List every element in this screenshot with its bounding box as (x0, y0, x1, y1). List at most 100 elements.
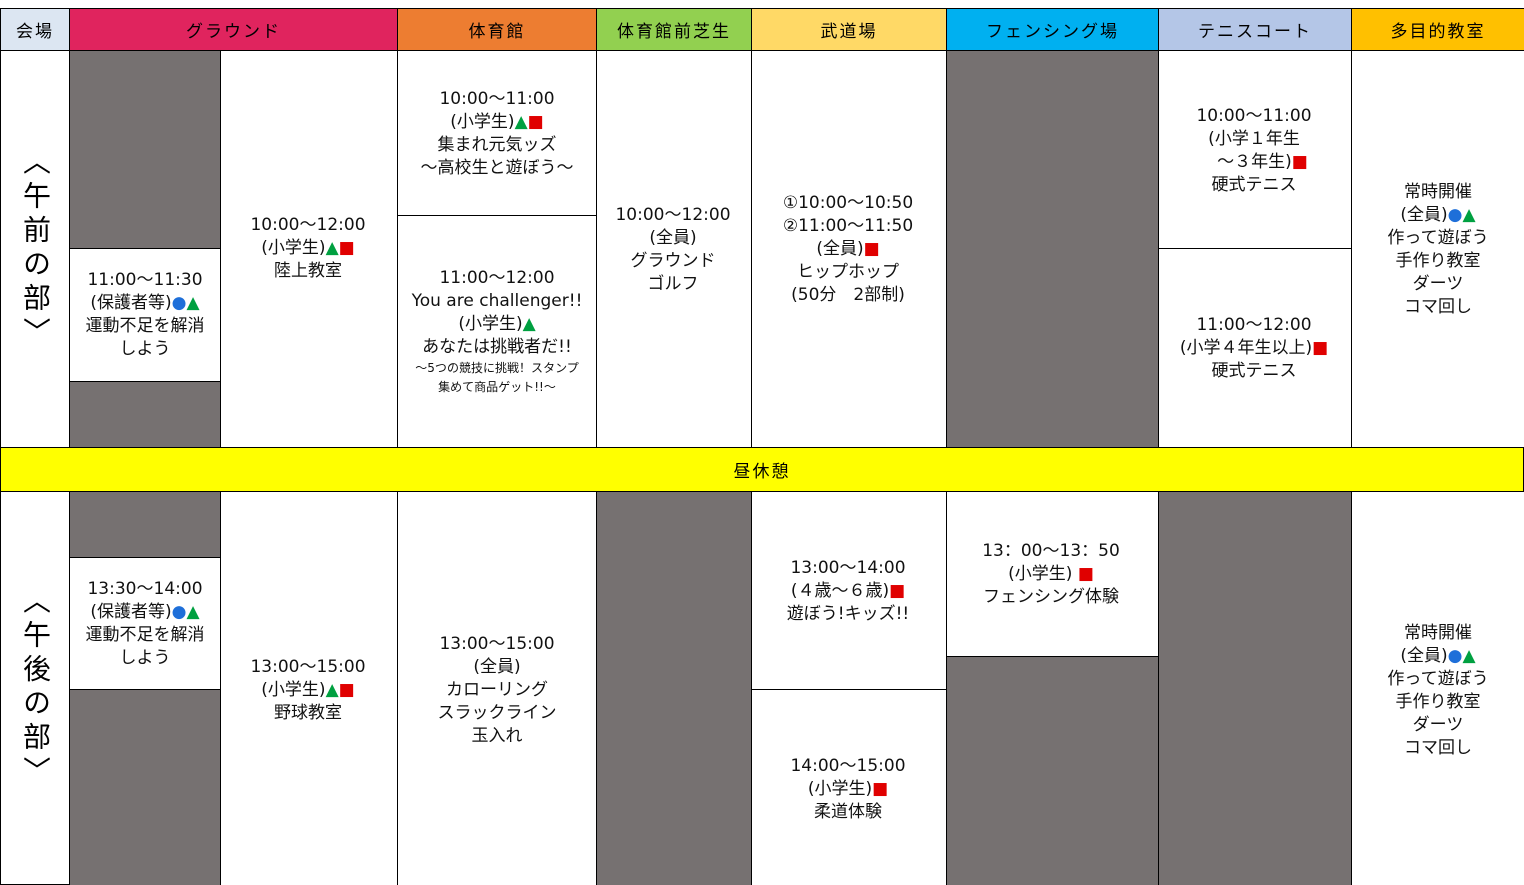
header-cell: テニスコート (1158, 8, 1352, 51)
event-line: しよう (119, 648, 171, 668)
blank-cell (596, 491, 752, 885)
event-line: カローリング (446, 680, 548, 700)
event-text: 11:00～12:00 You are challenger!! (小学生)▲ あなた… (397, 267, 597, 397)
blank-cell (69, 50, 221, 249)
event-line: (小学生)▲ (458, 314, 536, 334)
blank-cell (69, 689, 221, 885)
event-text: 10:00～12:00 (全員) グラウンドゴルフ (573, 204, 773, 296)
event-line: 13:00～15:00 (250, 657, 366, 677)
event-line: コマ回し (1404, 297, 1472, 317)
blank-cell (946, 656, 1159, 885)
event-line: あなたは挑戦者だ!! (422, 337, 572, 357)
event-line: 10:00～12:00 (250, 215, 366, 235)
event-line: You are challenger!! (411, 291, 583, 311)
event-line: ゴルフ (647, 274, 699, 294)
event-line: (全員)●▲ (1400, 646, 1476, 666)
lunch-row: 昼休憩 (0, 447, 1524, 492)
event-text: 13:30～14:00 (保護者等)●▲ 運動不足を解消 しよう (45, 578, 245, 670)
event-line: (保護者等)●▲ (90, 602, 200, 622)
event-text: 13：00～13：50 (小学生) ■ フェンシング体験 (951, 540, 1151, 609)
event-note: 集めて商品ゲット!!～ (438, 380, 556, 394)
event-line: 13:00～15:00 (439, 634, 555, 654)
event-line: (小学生) ■ (1008, 564, 1094, 584)
blank-cell (1158, 491, 1352, 885)
event-line: 手作り教室 (1395, 692, 1481, 712)
event-text: 10:00～11:00 (小学生)▲■ 集まれ元気ッズ ～高校生と遊ぼう～ (397, 88, 597, 180)
event-line: (小学４年生以上)■ (1179, 338, 1329, 358)
event-line: 11:00～12:00 (439, 268, 555, 288)
event-line: ①10:00～10:50 (782, 193, 914, 213)
event-line: (４歳～６歳)■ (790, 581, 906, 601)
event-line: 10:00～12:00 (615, 205, 731, 225)
event-line: (小学生)▲■ (261, 238, 355, 258)
event-line: フェンシング体験 (983, 587, 1119, 607)
event-line: (小学生)■ (807, 779, 889, 799)
event-line: コマ回し (1404, 738, 1472, 758)
blank-cell (69, 491, 221, 558)
event-text: 13:00～15:00 (全員) カローリング スラックライン 玉入れ (397, 633, 597, 748)
event-line: (全員) (649, 228, 697, 248)
event-cell (1351, 491, 1524, 885)
event-line: スラックライン (437, 703, 557, 723)
event-line: ②11:00～11:50 (782, 216, 914, 236)
event-text: 13:00～14:00 (４歳～６歳)■ 遊ぼう!キッズ!! (748, 557, 948, 626)
header-cell: フェンシング場 (946, 8, 1159, 51)
event-line: (小学生)▲■ (261, 680, 355, 700)
event-line: ダーツ (1412, 274, 1464, 294)
event-line: (全員)●▲ (1400, 205, 1476, 225)
event-line: ダーツ (1412, 715, 1464, 735)
event-line: 13:00～14:00 (790, 558, 906, 578)
event-line: 玉入れ (471, 726, 523, 746)
blank-cell (946, 50, 1159, 448)
event-line: 柔道体験 (814, 802, 882, 822)
event-text: 10:00～11:00 (小学１年生 ～３年生)■ 硬式テニス (1154, 105, 1354, 197)
header-cell: 体育館前芝生 (596, 8, 752, 51)
event-line: 11:00～11:30 (87, 270, 203, 290)
event-line: 運動不足を解消 (85, 316, 205, 336)
event-line: 硬式テニス (1211, 361, 1297, 381)
event-line: しよう (119, 339, 171, 359)
event-line: 13：00～13：50 (982, 541, 1120, 561)
event-line: 常時開催 (1404, 623, 1472, 643)
event-line: 運動不足を解消 (85, 625, 205, 645)
event-text: 13:00～15:00 (小学生)▲■ 野球教室 (208, 656, 408, 725)
event-line: 野球教室 (274, 703, 342, 723)
event-cell (1351, 50, 1524, 448)
event-line: 10:00～11:00 (1196, 106, 1312, 126)
event-line: 集まれ元気ッズ (437, 135, 557, 155)
event-line: 硬式テニス (1211, 175, 1297, 195)
event-text: 11:00～11:30 (保護者等)●▲ 運動不足を解消 しよう (45, 269, 245, 361)
event-text: 常時開催 (全員)●▲ 作って遊ぼう 手作り教室ダーツコマ回し (1338, 181, 1524, 319)
event-text: 常時開催 (全員)●▲ 作って遊ぼう 手作り教室 ダーツ コマ回し (1338, 622, 1524, 760)
header-cell: 体育館 (397, 8, 597, 51)
event-line: (保護者等)●▲ (90, 293, 200, 313)
event-text: 11:00～12:00 (小学４年生以上)■ 硬式テニス (1154, 314, 1354, 383)
header-cell: 会場 (0, 8, 70, 51)
event-line: 手作り教室 (1395, 251, 1481, 271)
event-text: ①10:00～10:50 ②11:00～11:50 (全員)■ ヒップホップ (50分 … (748, 192, 948, 307)
event-line: 遊ぼう!キッズ!! (786, 604, 910, 624)
event-line: (全員)■ (816, 239, 880, 259)
header-cell: 多目的教室 (1351, 8, 1524, 51)
header-cell: グラウンド (69, 8, 398, 51)
event-line: (小学１年生 (1208, 129, 1300, 149)
event-line: 14:00～15:00 (790, 756, 906, 776)
event-text: 14:00～15:00 (小学生)■ 柔道体験 (748, 755, 948, 824)
event-line: 11:00～12:00 (1196, 315, 1312, 335)
event-line: グラウンド (630, 251, 716, 271)
event-line: 作って遊ぼう (1387, 228, 1489, 248)
session-label: 〈午前の部〉 (0, 50, 70, 448)
event-note: ～5つの競技に挑戦！スタンプ (415, 361, 579, 375)
event-line: 陸上教室 (274, 261, 342, 281)
event-line: (小学生)▲■ (450, 112, 544, 132)
event-line: ヒップホップ (797, 262, 899, 282)
event-line: 常時開催 (1404, 182, 1472, 202)
blank-cell (69, 381, 221, 448)
event-line: ～３年生)■ (1217, 152, 1308, 172)
event-line: (50分 2部制) (791, 285, 905, 305)
event-line: 13:30～14:00 (87, 579, 203, 599)
event-line: ～高校生と遊ぼう～ (420, 158, 574, 178)
event-line: (全員) (473, 657, 521, 677)
session-label: 〈午後の部〉 (0, 491, 70, 885)
